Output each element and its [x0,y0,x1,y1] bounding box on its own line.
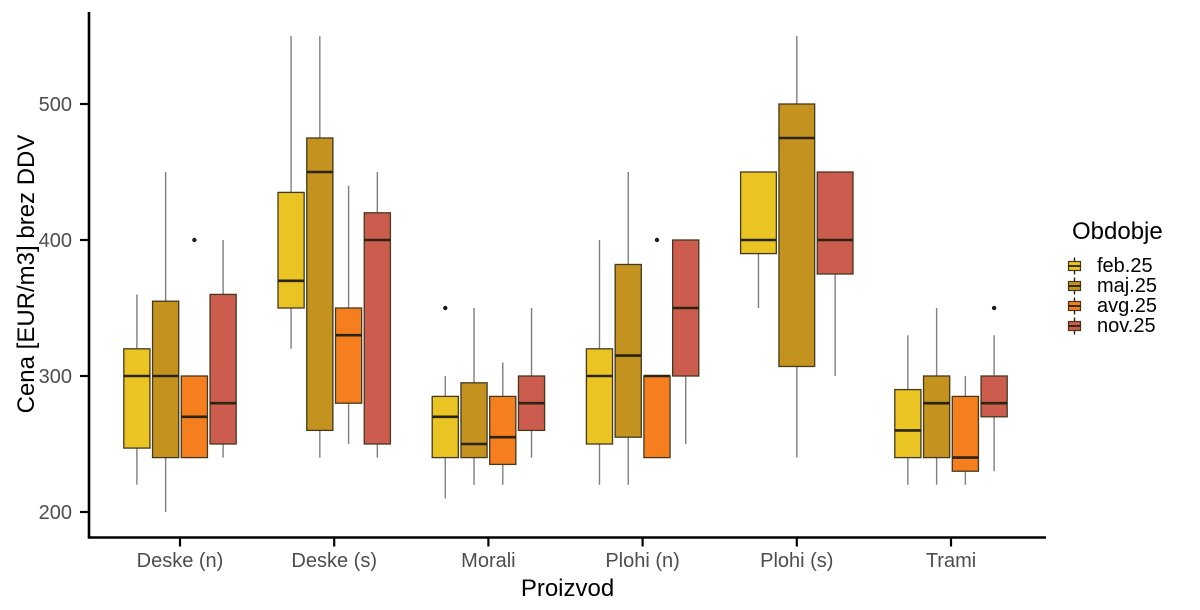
legend-entry: feb.25 [1066,256,1163,276]
outlier-avg.25-Deske (n) [192,237,197,243]
x-tick-label: Plohi (s) [760,550,833,572]
legend-entry-label: avg.25 [1097,295,1158,317]
legend-entry-label: feb.25 [1097,255,1153,277]
box-maj.25-Deske (n) [151,300,180,459]
box-nov.25-Deske (n) [209,293,237,445]
x-tick-label: Trami [926,550,976,572]
x-axis-title: Proizvod [521,575,614,602]
box-nov.25-Deske (s) [363,212,392,445]
y-axis-title: Cena [EUR/m3] brez DDV [13,135,40,414]
legend-key-boxplot-icon [1067,297,1082,315]
box-feb.25-Plohi (n) [585,348,614,445]
box-feb.25-Trami [894,388,922,459]
box-maj.25-Trami [922,375,951,459]
x-tick-label: Deske (n) [137,550,224,572]
box-avg.25-Deske (s) [334,307,363,404]
legend-entry: maj.25 [1066,276,1163,296]
y-tick-label: 500 [39,94,72,116]
box-nov.25-Plohi (s) [816,171,854,275]
legend-key-boxplot-icon [1067,277,1082,295]
legend-key-boxplot-icon [1067,257,1082,275]
box-maj.25-Deske (s) [306,137,334,432]
box-feb.25-Morali [431,395,460,459]
x-tick-label: Deske (s) [291,550,377,572]
legend-entry-label: maj.25 [1097,275,1158,297]
x-tick-label: Morali [461,550,515,572]
legend-entries: feb.25 maj.25 avg.25 nov.25 [1066,256,1163,336]
legend-key-boxplot-icon [1067,317,1082,335]
legend-entry: avg.25 [1066,296,1163,316]
box-avg.25-Morali [489,395,517,466]
box-avg.25-Trami [951,395,980,472]
outlier-avg.25-Plohi (n) [654,237,660,243]
legend-entry: nov.25 [1066,316,1163,336]
legend-entry-label: nov.25 [1097,315,1156,337]
box-maj.25-Plohi (s) [778,103,816,368]
box-nov.25-Trami [980,375,1008,418]
box-feb.25-Deske (n) [123,348,151,449]
outlier-feb.25-Morali [443,305,448,311]
box-maj.25-Morali [460,382,488,459]
y-tick-label: 300 [39,366,72,388]
box-feb.25-Plohi (s) [739,171,777,255]
y-tick-label: 200 [39,502,72,524]
y-tick-label: 400 [39,230,72,252]
box-feb.25-Deske (s) [277,191,305,309]
box-avg.25-Plohi (n) [643,375,671,459]
box-maj.25-Plohi (n) [614,263,642,438]
legend-title: Obdobje [1072,218,1163,245]
outlier-nov.25-Trami [991,305,997,311]
legend: Obdobje feb.25 maj.25 avg.25 nov.25 [1066,218,1163,336]
x-tick-label: Plohi (n) [605,550,679,572]
